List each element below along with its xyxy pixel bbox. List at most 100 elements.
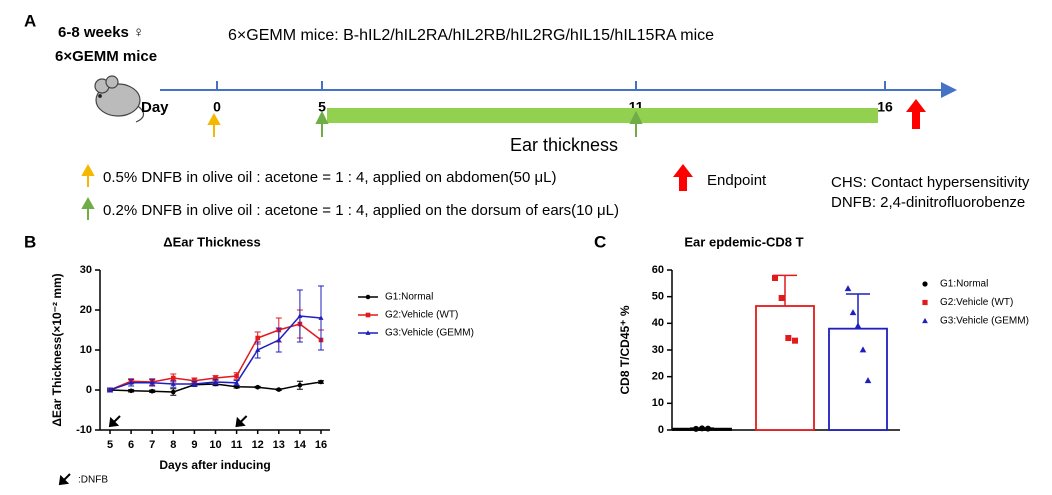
panel-label: B [24, 232, 36, 251]
point [705, 425, 711, 432]
point [297, 382, 303, 388]
point [318, 379, 324, 385]
legend-label: G1:Normal [940, 279, 988, 290]
day: 16 [877, 99, 893, 115]
x-tick-label: 16 [315, 439, 327, 451]
point [854, 322, 862, 329]
y-tick-label: 20 [80, 304, 92, 316]
point [149, 380, 155, 385]
y-tick-label: 50 [652, 291, 664, 303]
endpoint: Endpoint [707, 172, 767, 189]
point [192, 378, 197, 384]
point [922, 299, 928, 306]
point [778, 295, 785, 301]
x-tick-label: 6 [128, 439, 134, 451]
legend-label: G2:Vehicle (WT) [385, 310, 458, 321]
legend-text: 0.2% DNFB in olive oil : acetone = 1 : 4… [103, 202, 619, 219]
y-tick-label: 40 [652, 317, 664, 329]
legend-text: 0.5% DNFB in olive oil : acetone = 1 : 4… [103, 169, 557, 186]
point [699, 425, 705, 432]
point [922, 317, 928, 324]
point [922, 281, 928, 287]
point [107, 387, 113, 392]
x-tick-label: 5 [107, 439, 113, 451]
annotation: :DNFB [78, 475, 108, 486]
x-tick-label: 9 [191, 439, 197, 451]
x-tick-label: 13 [273, 439, 285, 451]
y-tick-label: 10 [80, 344, 92, 356]
x-tick-label: 8 [170, 439, 176, 451]
y-tick-label: 30 [652, 344, 664, 356]
point [149, 388, 155, 394]
mice: 6×GEMM mice [55, 48, 157, 65]
x-tick-label: 10 [209, 439, 221, 451]
point [255, 335, 260, 341]
chart-title: Ear epdemic-CD8 T [684, 234, 803, 249]
point [212, 379, 219, 384]
legend-label: G1:Normal [385, 292, 433, 303]
point [128, 388, 134, 394]
point [792, 337, 798, 344]
point [785, 335, 792, 341]
point [191, 381, 197, 386]
point [255, 347, 261, 352]
x-tick-label: 7 [149, 439, 155, 451]
timeline-ticks [216, 81, 886, 90]
dnfb-arrow [108, 415, 121, 428]
y-tick-label: 20 [652, 371, 664, 383]
point [128, 380, 134, 385]
point [276, 387, 282, 392]
point [849, 309, 857, 316]
chart-b: ΔEar Thickness ΔEar Thickness(×10⁻² mm) Da… [50, 234, 474, 485]
chart-c: Ear epdemic-CD8 T CD8 T/CD45⁺ % 0 10 20 30 40 5… [618, 234, 1029, 435]
age: 6-8 weeks ♀ [58, 24, 144, 41]
y-tick-label: 0 [86, 384, 92, 396]
point [693, 425, 699, 432]
bar [755, 305, 815, 431]
x-tick-label: 11 [231, 439, 243, 451]
bar-label: Ear thickness [510, 135, 618, 155]
point [255, 384, 260, 390]
point [365, 294, 371, 300]
bar [828, 327, 888, 431]
day: 5 [318, 99, 326, 115]
point [365, 330, 371, 335]
point [171, 375, 176, 381]
legend-label: G2:Vehicle (WT) [940, 297, 1013, 308]
point [844, 285, 852, 292]
y-tick-label: 30 [80, 264, 92, 276]
measure-bar [327, 108, 878, 123]
day: 0 [213, 99, 221, 115]
arrows [81, 99, 926, 220]
dnfb-arrow [235, 415, 248, 428]
chart-title: ΔEar Thickness [163, 234, 261, 249]
point [213, 375, 218, 381]
dnfb-arrow [58, 473, 71, 486]
point [318, 315, 324, 320]
point [864, 377, 872, 384]
y-axis-label: ΔEar Thickness(×10⁻² mm) [50, 273, 64, 426]
point [171, 389, 176, 395]
panel-label: C [594, 232, 606, 251]
y-tick-label: 60 [652, 264, 664, 276]
point [234, 373, 239, 379]
x-axis-label: Days after inducing [159, 458, 270, 472]
abbreviation: CHS: Contact hypersensitivity [831, 174, 1030, 191]
day-label: Day [141, 99, 169, 116]
header: 6×GEMM mice: B-hIL2/hIL2RA/hIL2RB/hIL2RG… [228, 27, 714, 44]
mouse-icon [94, 75, 145, 123]
point [859, 346, 867, 353]
point [365, 312, 371, 318]
abbreviation: DNFB: 2,4-dinitrofluorobenze [831, 194, 1025, 211]
point [234, 380, 240, 385]
point [170, 381, 176, 386]
legend-label: G3:Vehicle (GEMM) [940, 316, 1029, 327]
point [276, 337, 282, 342]
legend-label: G3:Vehicle (GEMM) [385, 328, 474, 339]
y-axis-label: CD8 T/CD45⁺ % [618, 305, 632, 394]
x-tick-label: 14 [294, 439, 307, 451]
y-tick-label: -10 [76, 424, 92, 436]
y-tick-label: 10 [652, 397, 664, 409]
y-tick-label: 0 [658, 424, 664, 436]
